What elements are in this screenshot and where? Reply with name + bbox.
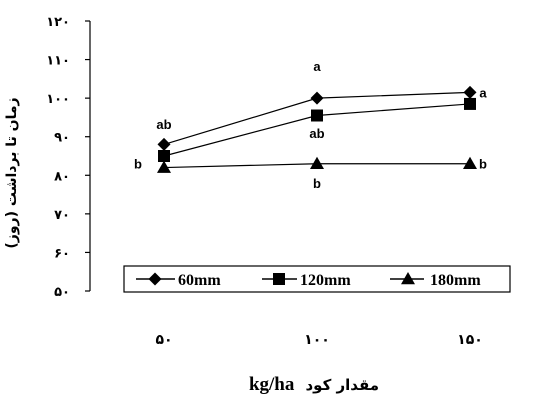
- significance-label: b: [313, 176, 321, 191]
- data-point-triangle: [401, 272, 415, 285]
- legend-item-120mm: 120mm: [262, 272, 351, 289]
- data-point-diamond: [463, 85, 477, 99]
- data-point-square: [158, 150, 170, 162]
- y-tick-label: ۱۲۰: [46, 15, 70, 30]
- legend-box: [123, 265, 511, 293]
- significance-label: ab: [156, 117, 171, 132]
- data-point-square: [273, 273, 285, 285]
- x-axis-label-unit: kg/ha: [249, 374, 295, 395]
- significance-label: a: [313, 59, 321, 74]
- significance-label: b: [479, 157, 487, 172]
- y-tick-label: ۹۰: [54, 131, 70, 146]
- y-tick-label: ۱۰۰: [46, 92, 70, 107]
- x-axis-ticks: ۵۰ ۱۰۰ ۱۵۰: [155, 332, 482, 348]
- y-tick-label: ۱۱۰: [46, 54, 70, 69]
- legend-label: 120mm: [300, 272, 351, 289]
- significance-label: a: [479, 85, 487, 100]
- x-tick-label: ۵۰: [155, 332, 172, 348]
- legend-item-60mm: 60mm: [136, 272, 221, 289]
- y-tick-label: ۵۰: [54, 285, 70, 300]
- data-point-diamond: [157, 137, 171, 151]
- data-point-triangle: [157, 160, 171, 173]
- data-point-triangle: [463, 156, 477, 169]
- data-point-square: [311, 109, 323, 122]
- significance-label: b: [134, 157, 142, 172]
- series-180mm: [157, 156, 477, 173]
- y-axis-label: زمان تا برداشت (روز): [4, 97, 20, 248]
- y-tick-label: ۸۰: [54, 169, 70, 184]
- series-60mm: [157, 85, 477, 151]
- x-axis-label: kg/ha مقدار کود: [249, 374, 379, 395]
- x-tick-label: ۱۰۰: [304, 332, 330, 348]
- series-120mm: [158, 97, 476, 162]
- legend-item-180mm: 180mm: [390, 272, 481, 289]
- legend: 60mm 120mm 180mm: [123, 265, 511, 293]
- series-group: [157, 85, 477, 173]
- data-point-square: [464, 97, 476, 110]
- legend-label: 60mm: [178, 272, 221, 289]
- data-point-diamond: [148, 272, 162, 286]
- y-tick-label: ۷۰: [54, 208, 70, 223]
- y-tick-label: ۶۰: [54, 246, 70, 261]
- data-point-diamond: [310, 91, 324, 105]
- x-tick-label: ۱۵۰: [457, 332, 483, 348]
- data-point-triangle: [310, 156, 324, 169]
- y-axis: ۵۰ ۶۰ ۷۰ ۸۰ ۹۰ ۱۰۰ ۱۱۰ ۱۲۰: [46, 15, 91, 300]
- significance-label: ab: [309, 126, 324, 141]
- x-axis-label-text: مقدار کود: [305, 376, 379, 394]
- legend-label: 180mm: [430, 272, 481, 289]
